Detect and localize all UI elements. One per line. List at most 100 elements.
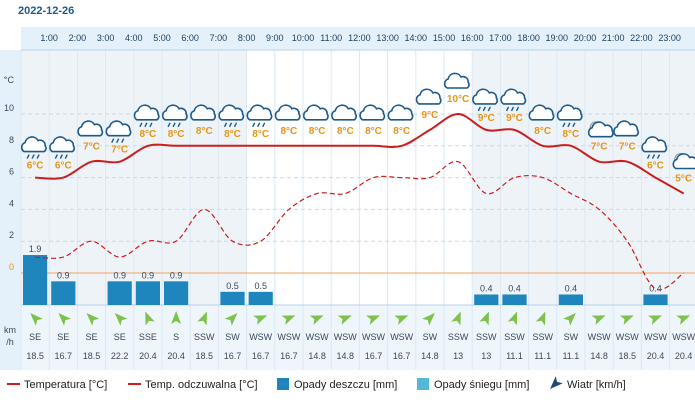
hour-label: 5:00 <box>153 33 171 43</box>
wind-direction: WSW <box>249 332 272 342</box>
wind-direction: S <box>173 332 179 342</box>
wind-arrow-icon <box>58 313 72 326</box>
hour-label: 17:00 <box>489 33 512 43</box>
wind-arrow-shape <box>507 311 518 326</box>
wind-arrow-shape <box>171 311 182 324</box>
wind-direction: SW <box>564 332 579 342</box>
wind-arrow-icon <box>86 313 100 326</box>
wind-speed: 11.1 <box>506 351 523 361</box>
wind-arrow-icon <box>366 315 380 325</box>
temperature-label: 8°C <box>281 126 298 137</box>
hour-label: 13:00 <box>376 33 399 43</box>
legend-wind-arrow <box>550 376 563 389</box>
rain-bar <box>23 255 48 305</box>
rain-bar <box>164 281 189 305</box>
rain-label: 0.9 <box>57 270 70 280</box>
legend-wind-icon <box>550 376 563 389</box>
wind-direction: SSW <box>448 332 469 342</box>
hour-label: 14:00 <box>405 33 428 43</box>
rain-bar <box>135 281 160 305</box>
temperature-label: 6°C <box>647 161 664 172</box>
y-tick-label: 2 <box>9 230 14 240</box>
rain-cloud-icon <box>20 136 47 159</box>
cloud-icon <box>274 104 301 121</box>
y-tick-label: 8 <box>9 135 14 145</box>
wind-arrow-icon <box>224 313 238 326</box>
temp-unit-label: °C <box>4 75 15 85</box>
wind-arrow-icon <box>145 311 155 326</box>
legend-snow-label: Opady śniegu [mm] <box>434 379 529 391</box>
wind-arrow-shape <box>58 313 72 326</box>
wind-direction: WSW <box>672 332 695 342</box>
temperature-label: 8°C <box>563 129 580 140</box>
wind-arrow-icon <box>281 315 296 325</box>
rain-label: 0.5 <box>226 281 239 291</box>
hour-label: 6:00 <box>181 33 199 43</box>
rain-drop <box>167 122 171 128</box>
legend: Temperatura [°C] Temp. odczuwalna [°C] Opa… <box>7 376 626 391</box>
wind-speed: 18.5 <box>26 351 44 361</box>
wind-arrow-shape <box>591 315 606 325</box>
rain-label: 0.4 <box>565 283 578 293</box>
hour-label: 15:00 <box>433 33 456 43</box>
wind-direction: WSW <box>334 332 357 342</box>
cloud-icon <box>77 120 104 137</box>
hour-label: 8:00 <box>238 33 256 43</box>
cloud-shape <box>20 136 47 153</box>
rain-bar <box>474 294 499 305</box>
rain-label: 0.4 <box>508 283 521 293</box>
wind-unit-label: /h <box>6 337 14 347</box>
wind-direction: SE <box>57 332 69 342</box>
rain-drop <box>233 122 238 128</box>
wind-speed: 16.7 <box>393 351 411 361</box>
wind-arrow-icon <box>676 315 691 325</box>
wind-arrow-icon <box>337 315 352 325</box>
rain-label: 0.9 <box>113 270 126 280</box>
temperature-label: 6°C <box>27 161 44 172</box>
cloud-shape <box>387 104 414 121</box>
wind-arrow-shape <box>309 315 324 325</box>
hour-label: 18:00 <box>517 33 540 43</box>
temperature-label: 8°C <box>337 126 354 137</box>
rain-drop <box>482 106 486 112</box>
wind-direction: WSW <box>362 332 385 342</box>
cloud-shape <box>246 104 273 121</box>
temperature-label: 7°C <box>111 145 128 156</box>
temperature-label: 5°C <box>675 174 692 185</box>
temperature-label: 7°C <box>591 142 608 153</box>
temperature-label: 8°C <box>534 126 551 137</box>
rain-cloud-icon <box>641 136 668 159</box>
rain-drop <box>505 106 510 112</box>
rain-label: 0.5 <box>254 281 267 291</box>
rain-bar <box>558 294 583 305</box>
wind-arrow-icon <box>451 311 461 326</box>
rain-label: 0.4 <box>649 283 662 293</box>
cloud-shape <box>443 72 470 89</box>
wind-arrow-shape <box>535 311 546 326</box>
wind-speed: 16.7 <box>55 351 73 361</box>
rain-drop <box>510 106 515 112</box>
rain-drop <box>177 122 181 128</box>
wind-unit-label: km <box>4 325 16 335</box>
night-cloud-icon <box>672 153 695 170</box>
wind-arrow-icon <box>171 311 182 324</box>
cloud-shape <box>218 104 245 121</box>
temperature-label: 8°C <box>393 126 410 137</box>
rain-drop <box>656 154 661 159</box>
wind-direction: WSW <box>616 332 639 342</box>
rain-drop <box>252 122 256 128</box>
rain-drop <box>144 122 148 128</box>
wind-speed: 14.8 <box>308 351 326 361</box>
rain-bar <box>51 281 76 305</box>
rain-drop <box>139 122 143 128</box>
rain-drop <box>562 122 566 128</box>
wind-direction: SE <box>29 332 41 342</box>
cloud-icon <box>528 104 555 121</box>
rain-drop <box>228 122 233 128</box>
rain-cloud-icon <box>500 88 527 112</box>
wind-arrow-icon <box>619 315 634 325</box>
hour-label: 10:00 <box>292 33 315 43</box>
wind-direction: WSW <box>306 332 329 342</box>
rain-cloud-icon <box>105 120 132 144</box>
